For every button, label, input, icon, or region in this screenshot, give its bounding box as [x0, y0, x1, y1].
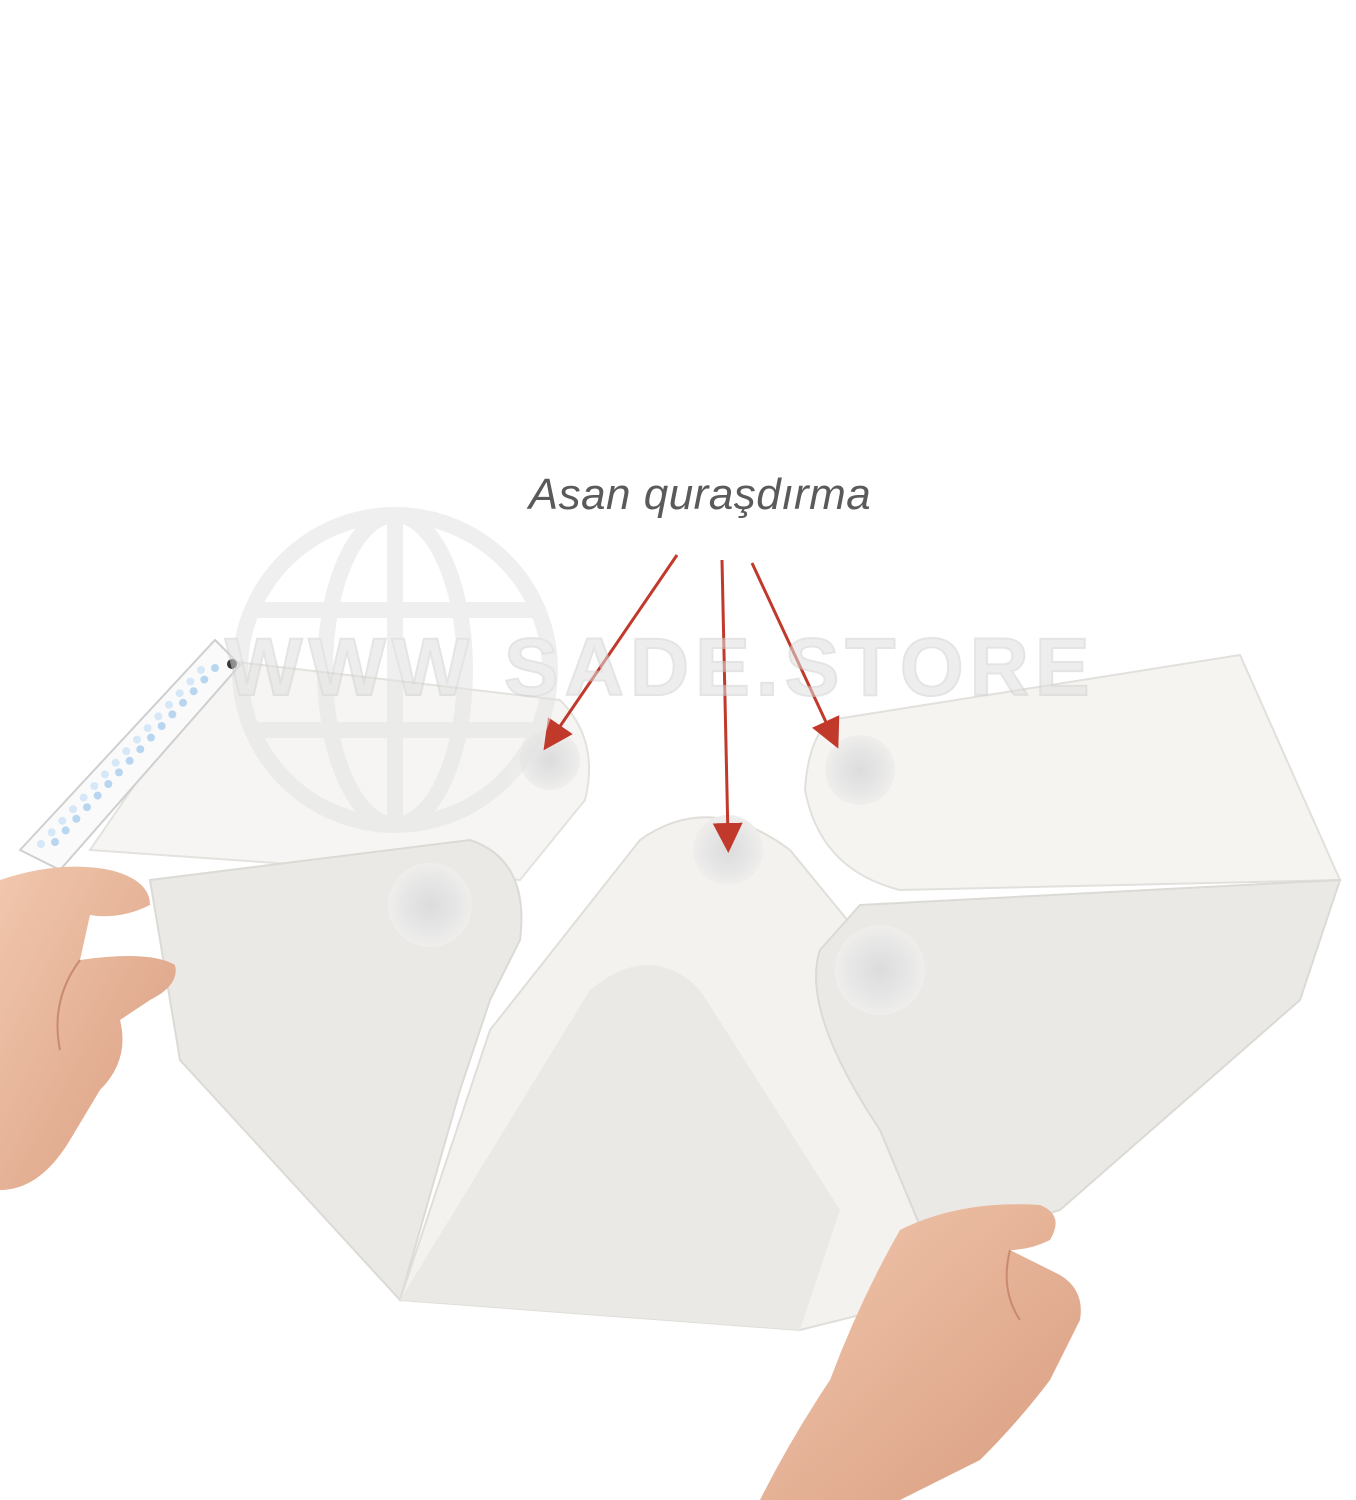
led-light — [93, 791, 102, 800]
led-light — [104, 780, 113, 788]
led-light — [58, 816, 67, 825]
led-light — [122, 747, 131, 756]
led-light — [211, 664, 219, 672]
led-light — [154, 712, 163, 721]
globe-icon — [232, 507, 558, 833]
led-light — [157, 722, 166, 730]
led-light — [133, 735, 141, 744]
led-light — [61, 826, 70, 835]
suction-cup — [835, 925, 925, 1015]
caption-text: Asan quraşdırma — [528, 470, 872, 519]
led-light — [165, 700, 173, 709]
led-light — [101, 770, 109, 779]
led-light — [125, 756, 134, 765]
right-hand — [760, 1204, 1081, 1500]
led-light — [143, 724, 152, 732]
led-light — [168, 710, 177, 719]
red-arrows — [543, 554, 840, 853]
left-hand — [0, 866, 176, 1190]
led-light — [189, 687, 198, 696]
led-light — [47, 828, 56, 837]
led-light — [90, 782, 99, 790]
led-light — [72, 814, 81, 823]
led-light — [111, 758, 120, 767]
center-panel — [398, 816, 962, 1332]
led-light — [175, 689, 184, 698]
watermark-text: WWW SADE.STORE — [225, 622, 1096, 713]
arrow-left — [543, 554, 679, 751]
suction-cup — [388, 863, 472, 947]
led-light — [197, 666, 205, 674]
arrow-right — [750, 562, 840, 749]
led-light — [79, 793, 88, 802]
led-light — [51, 838, 59, 846]
led-light — [200, 675, 209, 684]
led-light — [147, 733, 155, 742]
left-lower-panel — [148, 838, 523, 1302]
led-light — [37, 840, 45, 848]
led-light — [186, 677, 195, 686]
suction-cups — [388, 730, 925, 1015]
suction-cup — [825, 735, 895, 805]
led-light — [179, 698, 187, 707]
arrow-center — [712, 559, 743, 853]
led-light — [69, 805, 77, 814]
led-light — [136, 745, 145, 754]
led-light — [115, 768, 123, 777]
watermark: WWW SADE.STORE — [224, 507, 1096, 833]
led-light — [83, 803, 91, 812]
